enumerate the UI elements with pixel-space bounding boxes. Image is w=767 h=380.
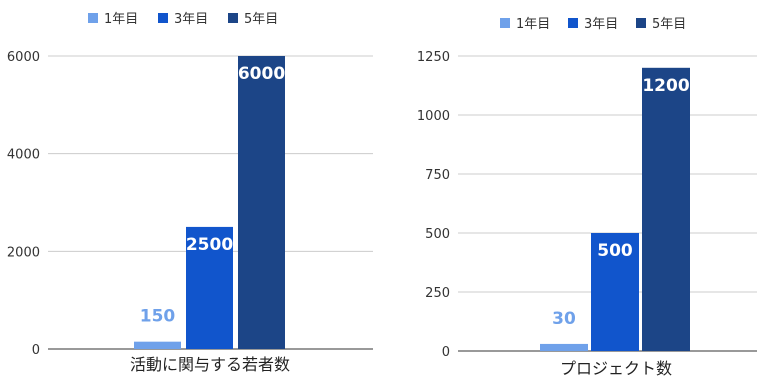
data-label: 30 [552,309,576,329]
y-tick-label: 2000 [7,245,40,260]
bar [540,343,588,351]
bar [642,67,690,352]
legend-swatch [500,18,510,28]
y-tick-label: 6000 [7,50,40,65]
x-axis-category-label: 活動に関与する若者数 [130,355,290,374]
y-tick-label: 500 [425,227,450,242]
chart-project-count: 0 250 500 750 1000 1250 1年目 3年目 5年目 30 500 1200 プロジェ… [417,17,757,378]
y-tick-label: 1000 [417,109,450,124]
data-label: 2500 [186,235,233,255]
chart-youth-involved: 0 2000 4000 6000 1年目 3年目 5年目 150 2500 6000 活動に関与する… [7,12,373,374]
y-tick-label: 1250 [417,50,450,65]
legend-swatch [568,18,578,28]
y-tick-label: 750 [425,168,450,183]
legend-label: 3年目 [584,17,618,32]
bar [134,341,181,349]
legend-swatch [158,13,168,23]
data-label: 500 [597,241,633,261]
legend-label: 5年目 [652,17,686,32]
legend-swatch [636,18,646,28]
y-tick-label: 4000 [7,148,40,163]
y-tick-label: 0 [32,343,40,358]
legend-label: 1年目 [104,12,138,27]
legend-label: 3年目 [174,12,208,27]
bar [591,233,639,351]
legend-swatch [228,13,238,23]
legend-label: 1年目 [516,17,550,32]
y-tick-label: 0 [442,345,450,360]
data-label: 150 [140,307,176,327]
y-tick-label: 250 [425,286,450,301]
data-label: 1200 [642,76,689,96]
bar [186,226,233,349]
bar [238,56,285,349]
legend-swatch [88,13,98,23]
data-label: 6000 [238,64,285,84]
x-axis-category-label: プロジェクト数 [560,359,672,378]
legend-label: 5年目 [244,12,278,27]
